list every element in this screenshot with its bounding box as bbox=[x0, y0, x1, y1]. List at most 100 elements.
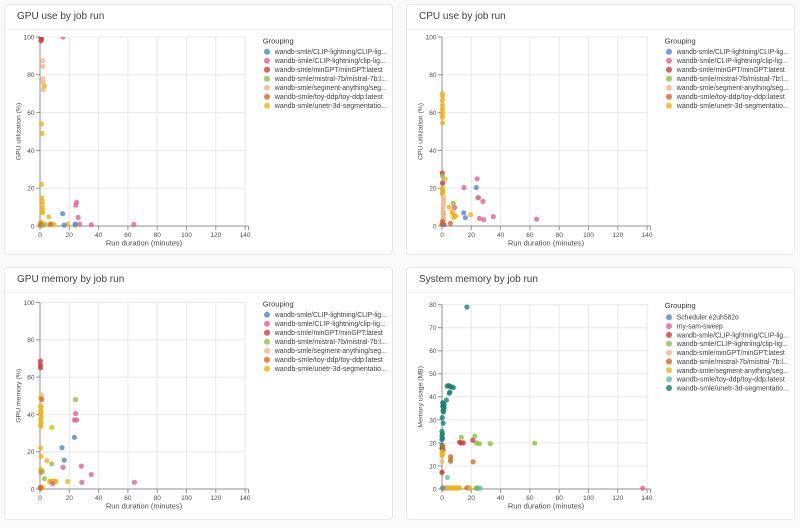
svg-text:wandb-smle/toy-ddp/toy-ddp:lat: wandb-smle/toy-ddp/toy-ddp:latest bbox=[676, 377, 785, 384]
svg-text:80: 80 bbox=[27, 337, 35, 344]
svg-text:60: 60 bbox=[526, 232, 534, 239]
svg-text:wandb-smle/toy-ddp/toy-ddp:lat: wandb-smle/toy-ddp/toy-ddp:latest bbox=[676, 94, 785, 101]
svg-text:20: 20 bbox=[429, 440, 437, 447]
svg-text:GPU utilization (%): GPU utilization (%) bbox=[16, 103, 23, 160]
svg-text:120: 120 bbox=[612, 495, 623, 502]
svg-text:wandb-smle/CLIP-lightning/CLIP: wandb-smle/CLIP-lightning/CLIP-lig... bbox=[274, 312, 387, 319]
svg-text:Grouping: Grouping bbox=[665, 36, 696, 45]
svg-text:0: 0 bbox=[38, 495, 42, 502]
svg-text:wandb-smle/CLIP-lightning/clip: wandb-smle/CLIP-lightning/clip-lig... bbox=[676, 341, 788, 348]
svg-text:60: 60 bbox=[429, 110, 437, 117]
svg-text:my-sam-sweep: my-sam-sweep bbox=[677, 324, 723, 331]
svg-text:wandb-smle/toy-ddp/toy-ddp:lat: wandb-smle/toy-ddp/toy-ddp:latest bbox=[274, 94, 383, 101]
svg-text:60: 60 bbox=[27, 375, 35, 382]
svg-text:Run duration (minutes): Run duration (minutes) bbox=[106, 502, 183, 511]
svg-text:100: 100 bbox=[24, 34, 35, 41]
svg-text:80: 80 bbox=[154, 232, 162, 239]
svg-text:60: 60 bbox=[27, 110, 35, 117]
svg-text:60: 60 bbox=[124, 232, 132, 239]
svg-text:140: 140 bbox=[240, 495, 251, 502]
svg-text:20: 20 bbox=[27, 449, 35, 456]
svg-text:wandb-smle/CLIP-lightning/CLIP: wandb-smle/CLIP-lightning/CLIP-lig... bbox=[676, 332, 789, 339]
svg-text:Run duration (minutes): Run duration (minutes) bbox=[508, 239, 585, 248]
svg-text:20: 20 bbox=[66, 232, 74, 239]
svg-text:wandb-smle/segment-anything/se: wandb-smle/segment-anything/seg... bbox=[676, 85, 789, 92]
svg-text:100: 100 bbox=[583, 495, 594, 502]
svg-text:120: 120 bbox=[210, 495, 221, 502]
svg-text:20: 20 bbox=[468, 495, 476, 502]
svg-text:100: 100 bbox=[426, 34, 437, 41]
svg-text:wandb-smle/mistral-7b/mistral-: wandb-smle/mistral-7b/mistral-7b:l... bbox=[676, 76, 789, 83]
svg-text:40: 40 bbox=[429, 148, 437, 155]
svg-text:wandb-smle/segment-anything/se: wandb-smle/segment-anything/seg... bbox=[676, 368, 789, 375]
svg-text:CPU utilization (%): CPU utilization (%) bbox=[418, 103, 425, 160]
svg-text:Run duration (minutes): Run duration (minutes) bbox=[106, 239, 183, 248]
svg-text:40: 40 bbox=[497, 495, 505, 502]
svg-text:wandb-smle/unetr-3d-segmentati: wandb-smle/unetr-3d-segmentatio... bbox=[274, 366, 387, 373]
svg-text:60: 60 bbox=[124, 495, 132, 502]
svg-text:80: 80 bbox=[556, 232, 564, 239]
svg-text:80: 80 bbox=[429, 72, 437, 79]
svg-text:40: 40 bbox=[497, 232, 505, 239]
svg-text:140: 140 bbox=[642, 232, 653, 239]
svg-text:wandb-smle/minGPT/minGPT:lates: wandb-smle/minGPT/minGPT:latest bbox=[274, 330, 383, 337]
svg-text:Run duration (minutes): Run duration (minutes) bbox=[508, 502, 585, 511]
svg-text:wandb-smle/mistral-7b/mistral-: wandb-smle/mistral-7b/mistral-7b:l... bbox=[274, 76, 387, 83]
svg-text:10: 10 bbox=[429, 463, 437, 470]
svg-text:120: 120 bbox=[210, 232, 221, 239]
svg-text:wandb-smle/mistral-7b/mistral-: wandb-smle/mistral-7b/mistral-7b:l... bbox=[676, 359, 789, 366]
svg-text:20: 20 bbox=[27, 186, 35, 193]
svg-text:wandb-smle/segment-anything/se: wandb-smle/segment-anything/seg... bbox=[274, 85, 387, 92]
svg-text:0: 0 bbox=[38, 232, 42, 239]
svg-text:20: 20 bbox=[468, 232, 476, 239]
svg-text:120: 120 bbox=[612, 232, 623, 239]
svg-text:wandb-smle/minGPT/minGPT:lates: wandb-smle/minGPT/minGPT:latest bbox=[676, 67, 785, 74]
svg-text:GPU memory (%): GPU memory (%) bbox=[16, 369, 23, 423]
svg-text:140: 140 bbox=[642, 495, 653, 502]
svg-text:100: 100 bbox=[181, 232, 192, 239]
svg-text:wandb-smle/minGPT/minGPT:lates: wandb-smle/minGPT/minGPT:latest bbox=[274, 67, 383, 74]
svg-text:wandb-smle/CLIP-lightning/clip: wandb-smle/CLIP-lightning/clip-lig... bbox=[274, 321, 386, 328]
svg-text:0: 0 bbox=[440, 232, 444, 239]
svg-text:Grouping: Grouping bbox=[263, 299, 294, 308]
svg-text:Scheduler.e2uh582o: Scheduler.e2uh582o bbox=[677, 315, 739, 322]
svg-text:wandb-smle/CLIP-lightning/clip: wandb-smle/CLIP-lightning/clip-lig... bbox=[274, 58, 386, 65]
svg-text:30: 30 bbox=[429, 417, 437, 424]
svg-text:wandb-smle/CLIP-lightning/clip: wandb-smle/CLIP-lightning/clip-lig... bbox=[676, 58, 788, 65]
svg-text:20: 20 bbox=[429, 186, 437, 193]
svg-text:40: 40 bbox=[429, 394, 437, 401]
svg-text:Grouping: Grouping bbox=[263, 36, 294, 45]
svg-text:Grouping: Grouping bbox=[665, 301, 696, 310]
svg-text:wandb-smle/minGPT/minGPT:lates: wandb-smle/minGPT/minGPT:latest bbox=[676, 350, 785, 357]
svg-text:100: 100 bbox=[181, 495, 192, 502]
svg-text:40: 40 bbox=[27, 148, 35, 155]
svg-text:80: 80 bbox=[429, 302, 437, 309]
svg-text:60: 60 bbox=[526, 495, 534, 502]
svg-text:0: 0 bbox=[440, 495, 444, 502]
svg-text:40: 40 bbox=[95, 495, 103, 502]
svg-text:wandb-smle/mistral-7b/mistral-: wandb-smle/mistral-7b/mistral-7b:l... bbox=[274, 339, 387, 346]
svg-text:80: 80 bbox=[154, 495, 162, 502]
svg-text:0: 0 bbox=[31, 223, 35, 230]
svg-text:0: 0 bbox=[31, 486, 35, 493]
svg-text:wandb-smle/CLIP-lightning/CLIP: wandb-smle/CLIP-lightning/CLIP-lig... bbox=[676, 49, 789, 56]
svg-text:140: 140 bbox=[240, 232, 251, 239]
svg-text:100: 100 bbox=[24, 300, 35, 307]
svg-text:Memory usage (MB): Memory usage (MB) bbox=[418, 366, 425, 428]
svg-text:40: 40 bbox=[27, 412, 35, 419]
svg-text:70: 70 bbox=[429, 325, 437, 332]
svg-text:60: 60 bbox=[429, 348, 437, 355]
svg-text:wandb-smle/unetr-3d-segmentati: wandb-smle/unetr-3d-segmentatio... bbox=[676, 103, 789, 110]
svg-text:wandb-smle/segment-anything/se: wandb-smle/segment-anything/seg... bbox=[274, 348, 387, 355]
svg-text:50: 50 bbox=[429, 371, 437, 378]
svg-text:wandb-smle/unetr-3d-segmentati: wandb-smle/unetr-3d-segmentatio... bbox=[274, 103, 387, 110]
svg-text:80: 80 bbox=[27, 72, 35, 79]
svg-text:20: 20 bbox=[66, 495, 74, 502]
svg-text:0: 0 bbox=[433, 486, 437, 493]
svg-text:0: 0 bbox=[433, 223, 437, 230]
svg-text:wandb-smle/unetr-3d-segmentati: wandb-smle/unetr-3d-segmentatio... bbox=[676, 386, 789, 393]
svg-text:40: 40 bbox=[95, 232, 103, 239]
svg-text:wandb-smle/toy-ddp/toy-ddp:lat: wandb-smle/toy-ddp/toy-ddp:latest bbox=[274, 357, 383, 364]
svg-text:100: 100 bbox=[583, 232, 594, 239]
svg-text:wandb-smle/CLIP-lightning/CLIP: wandb-smle/CLIP-lightning/CLIP-lig... bbox=[274, 49, 387, 56]
